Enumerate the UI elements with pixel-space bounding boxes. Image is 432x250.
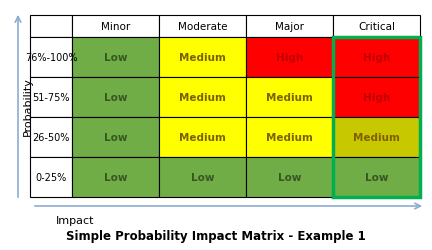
Text: Low: Low [278, 172, 301, 182]
Text: Moderate: Moderate [178, 22, 227, 32]
Text: Impact: Impact [56, 215, 94, 225]
Text: 0-25%: 0-25% [35, 172, 67, 182]
Text: High: High [276, 53, 303, 63]
Bar [30, 38, 72, 78]
Bar [159, 157, 246, 197]
Text: High: High [363, 93, 390, 102]
Text: Low: Low [104, 172, 127, 182]
Text: Probability: Probability [23, 77, 33, 136]
Text: Critical: Critical [358, 22, 395, 32]
Bar [159, 118, 246, 157]
Bar [333, 16, 420, 38]
Text: Medium: Medium [266, 93, 313, 102]
Bar [30, 118, 72, 157]
Bar [72, 38, 159, 78]
Text: Medium: Medium [179, 53, 226, 63]
Bar [72, 16, 159, 38]
Bar [30, 16, 72, 38]
Bar [72, 157, 159, 197]
Text: High: High [363, 53, 390, 63]
Bar [333, 157, 420, 197]
Text: 26-50%: 26-50% [32, 132, 70, 142]
Text: Low: Low [104, 53, 127, 63]
Bar [333, 118, 420, 157]
Text: Medium: Medium [266, 132, 313, 142]
Bar [72, 78, 159, 118]
Text: Medium: Medium [353, 132, 400, 142]
Bar [246, 78, 333, 118]
Text: 76%-100%: 76%-100% [25, 53, 77, 63]
Bar [246, 118, 333, 157]
Text: 51-75%: 51-75% [32, 93, 70, 102]
Bar [159, 16, 246, 38]
Text: Low: Low [104, 93, 127, 102]
Text: Simple Probability Impact Matrix - Example 1: Simple Probability Impact Matrix - Examp… [66, 230, 366, 242]
Bar [246, 157, 333, 197]
Bar [333, 78, 420, 118]
Bar [159, 38, 246, 78]
Bar [30, 157, 72, 197]
Bar [333, 38, 420, 78]
Bar [72, 118, 159, 157]
Text: Low: Low [365, 172, 388, 182]
Text: Low: Low [191, 172, 214, 182]
Text: Medium: Medium [179, 132, 226, 142]
Bar [30, 78, 72, 118]
Bar [159, 78, 246, 118]
Text: Low: Low [104, 132, 127, 142]
Text: Medium: Medium [179, 93, 226, 102]
Text: Minor: Minor [101, 22, 130, 32]
Bar [246, 16, 333, 38]
Bar [246, 38, 333, 78]
Text: Major: Major [275, 22, 304, 32]
Bar [333, 38, 420, 197]
